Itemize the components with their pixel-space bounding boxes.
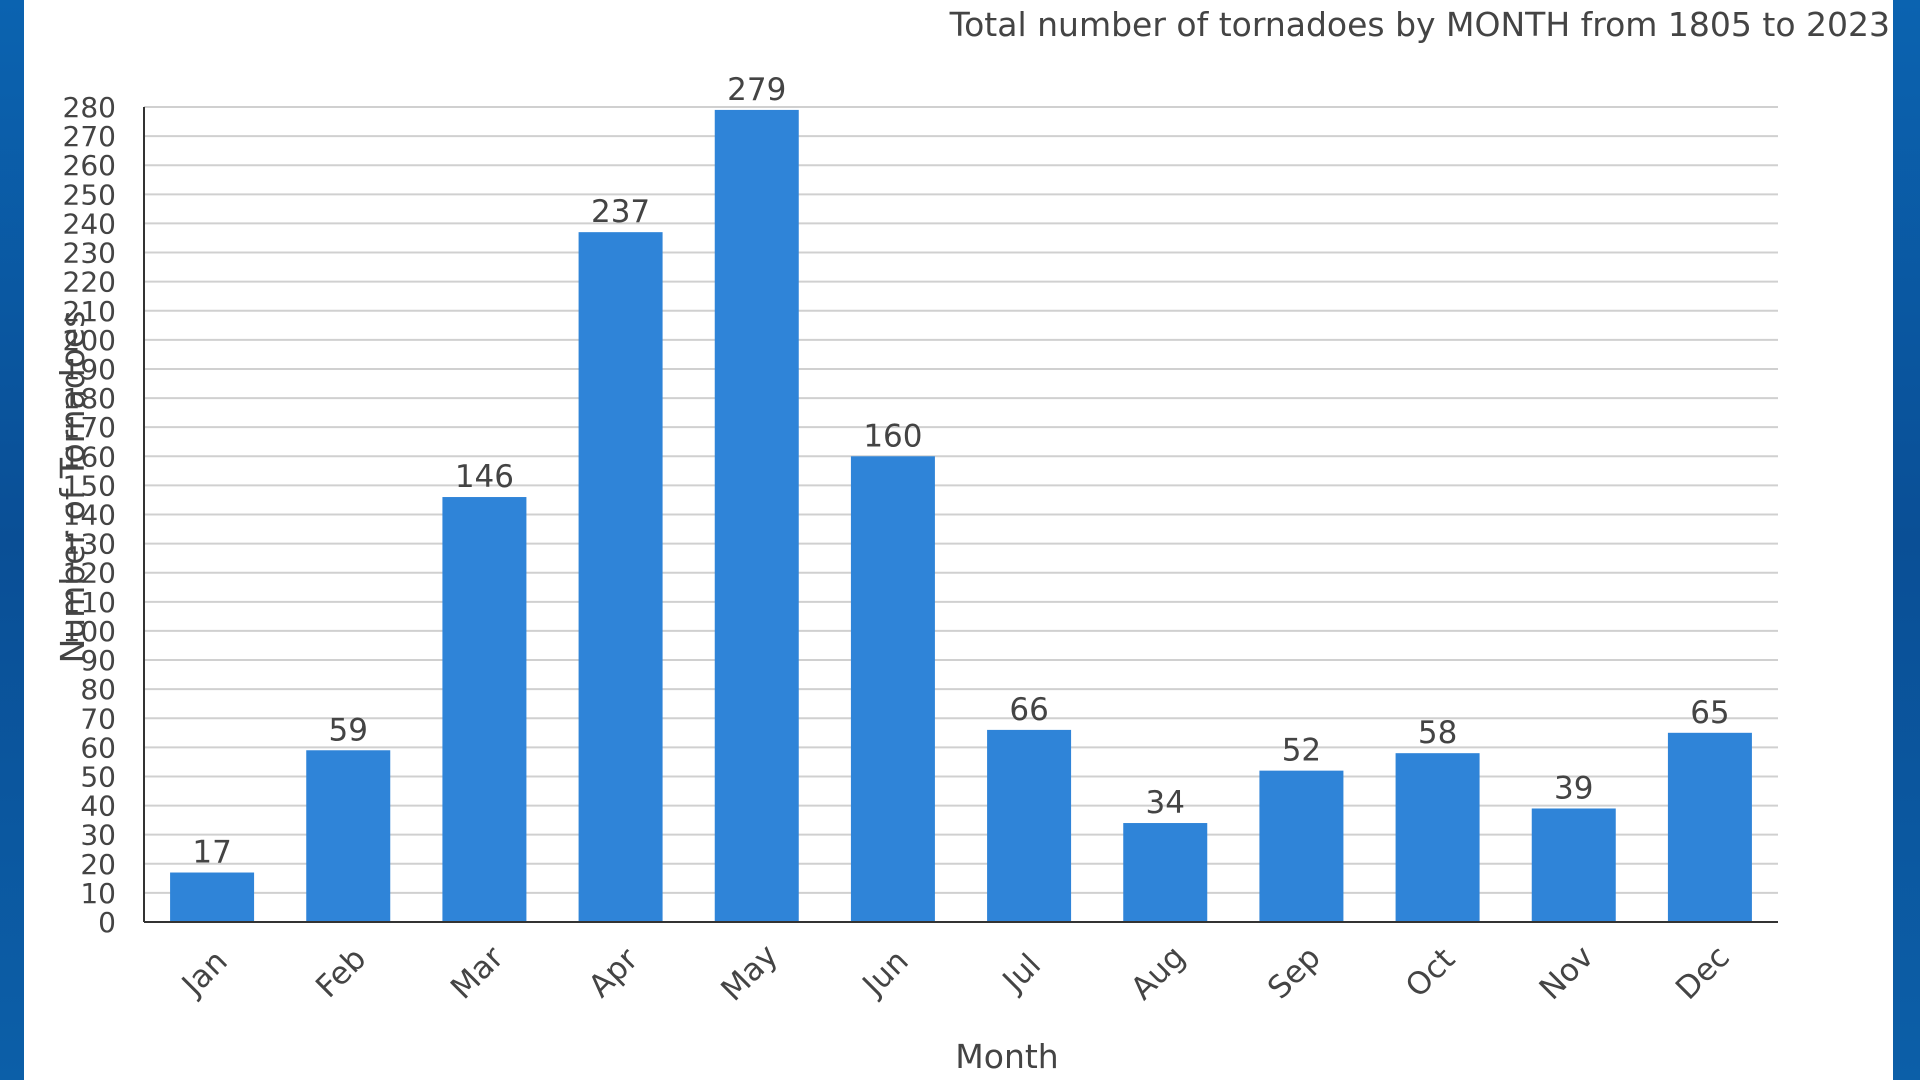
bar-chart: Total number of tornadoes by MONTH from … — [53, 5, 1890, 1076]
x-tick-label: Apr — [582, 941, 646, 1005]
y-tick-label: 90 — [80, 644, 116, 677]
x-tick-label: Oct — [1399, 941, 1462, 1004]
x-axis-title: Month — [955, 1037, 1058, 1076]
bar — [987, 729, 1072, 922]
y-tick-label: 70 — [80, 702, 116, 735]
y-tick-label: 150 — [63, 469, 116, 502]
y-tick-label: 220 — [63, 266, 116, 299]
y-tick-label: 230 — [63, 237, 116, 270]
y-tick-label: 130 — [63, 528, 116, 561]
x-tick-label: Feb — [309, 941, 373, 1005]
y-tick-label: 280 — [63, 91, 116, 124]
x-tick-label: Nov — [1533, 939, 1601, 1007]
y-tick-label: 190 — [63, 353, 116, 386]
bar — [1395, 753, 1480, 922]
value-label: 34 — [1146, 785, 1185, 821]
y-tick-label: 30 — [80, 819, 116, 852]
y-tick-label: 160 — [63, 440, 116, 473]
y-tick-label: 170 — [63, 411, 116, 444]
y-tick-label: 200 — [63, 324, 116, 357]
left-border-decoration — [0, 0, 24, 1080]
value-labels: 17 59 146 237 279 160 66 34 52 58 39 65 — [192, 72, 1729, 871]
y-tick-label: 0 — [98, 906, 116, 939]
y-tick-label: 270 — [63, 120, 116, 153]
y-tick-label: 40 — [80, 790, 116, 823]
value-label: 65 — [1690, 695, 1729, 731]
chart-title: Total number of tornadoes by MONTH from … — [949, 5, 1890, 44]
y-tick-label: 110 — [63, 586, 116, 619]
value-label: 160 — [863, 418, 922, 454]
right-border-decoration — [1893, 0, 1920, 1080]
bar — [1667, 732, 1752, 922]
bar — [850, 456, 935, 922]
bar — [1259, 770, 1344, 922]
y-tick-label: 60 — [80, 731, 116, 764]
value-label: 17 — [192, 835, 231, 871]
x-tick-label: Jan — [174, 943, 235, 1004]
x-tick-label: Dec — [1669, 939, 1737, 1007]
y-tick-label: 260 — [63, 149, 116, 182]
bar — [578, 232, 663, 923]
chart-panel: Total number of tornadoes by MONTH from … — [24, 0, 1893, 1080]
value-label: 279 — [727, 72, 786, 108]
value-label: 146 — [455, 459, 514, 495]
bar — [306, 750, 391, 922]
x-tick-label: Sep — [1261, 940, 1328, 1007]
y-tick-label: 120 — [63, 557, 116, 590]
value-label: 59 — [329, 712, 368, 748]
y-tick-label: 10 — [80, 877, 116, 910]
value-label: 66 — [1009, 692, 1048, 728]
bars — [170, 109, 1752, 923]
bar — [1531, 808, 1616, 922]
x-tick-label: May — [714, 938, 785, 1009]
x-tick-label: Aug — [1124, 939, 1192, 1007]
y-tick-label: 210 — [63, 295, 116, 328]
y-tick-label: 250 — [63, 178, 116, 211]
bar — [714, 109, 799, 923]
y-tick-label: 240 — [63, 207, 116, 240]
bar — [442, 497, 527, 922]
y-axis-ticks: 0102030405060708090100110120130140150160… — [63, 91, 116, 939]
y-tick-label: 100 — [63, 615, 116, 648]
y-tick-label: 180 — [63, 382, 116, 415]
x-tick-label: Jun — [855, 943, 916, 1004]
y-tick-label: 80 — [80, 673, 116, 706]
value-label: 58 — [1418, 715, 1457, 751]
y-tick-label: 20 — [80, 848, 116, 881]
x-tick-label: Jul — [995, 947, 1048, 1000]
bar — [1123, 823, 1208, 922]
bar — [170, 872, 255, 922]
value-label: 39 — [1554, 770, 1593, 806]
y-tick-label: 50 — [80, 760, 116, 793]
y-axis-title: Number of Tornadoes — [53, 311, 92, 664]
x-axis-ticks: Jan Feb Mar Apr May Jun Jul Aug Sep Oct Nov Dec — [174, 938, 1737, 1009]
gridlines — [144, 106, 1778, 894]
value-label: 52 — [1282, 733, 1321, 769]
value-label: 237 — [591, 194, 650, 230]
y-tick-label: 140 — [63, 499, 116, 532]
x-tick-label: Mar — [444, 939, 511, 1006]
